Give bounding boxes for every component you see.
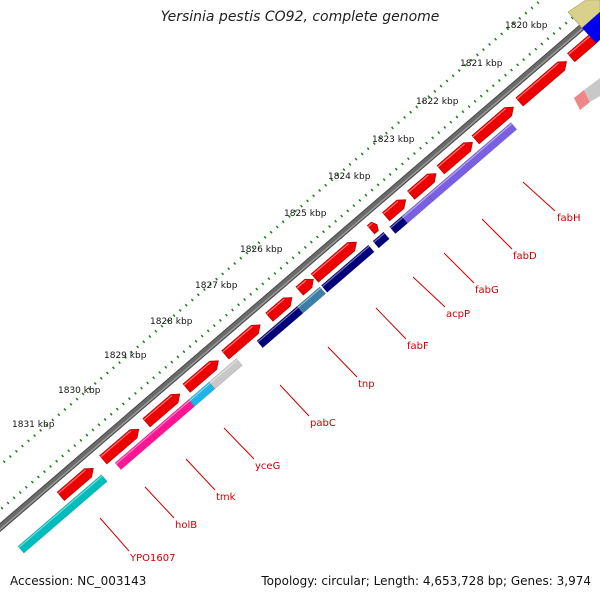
gene-label: tnp [358, 379, 375, 390]
gene-label-leader [522, 181, 556, 212]
forward-gene-shine [408, 174, 429, 193]
cog-category-bar [465, 122, 518, 169]
map-title: Yersinia pestis CO92, complete genome [160, 9, 440, 25]
cog-category-bar [401, 193, 434, 224]
forward-gene-arrow [366, 221, 379, 235]
gene-label: yceG [255, 461, 280, 472]
scale-tick-label: 1825 kbp [284, 209, 327, 219]
gene-label-leader [412, 276, 446, 308]
forward-gene-arrow [142, 393, 181, 428]
inner-tick-line [0, 0, 595, 512]
topology-summary: Topology: circular; Length: 4,653,728 bp… [261, 574, 591, 588]
cog-category-shine [390, 217, 404, 229]
forward-gene-shine [266, 298, 285, 315]
cog-category-bar [372, 231, 390, 249]
gene-label: fabG [475, 285, 499, 296]
cog-category-bar [17, 474, 108, 554]
gene-label-leader [185, 458, 216, 491]
gene-label-leader [279, 384, 310, 417]
forward-gene-shine [296, 279, 307, 289]
cog-category-shine [428, 162, 467, 196]
forward-gene-arrow [182, 360, 219, 393]
forward-gene-shine [367, 222, 373, 228]
cog-category-shine [321, 245, 370, 288]
gene-label-leader [481, 218, 513, 250]
scale-tick-label: 1827 kbp [195, 281, 238, 291]
scale-tick-label: 1829 kbp [104, 351, 147, 361]
forward-gene-shine [100, 430, 132, 458]
gene-label: fabF [407, 341, 429, 352]
gene-label-leader [443, 252, 475, 284]
cog-category-bar [208, 358, 243, 390]
forward-gene-arrow [310, 241, 357, 283]
gene-label-leader [375, 307, 407, 340]
scale-tick-label: 1830 kbp [58, 386, 101, 396]
gene-label: tmk [216, 492, 236, 503]
scale-tick-line [0, 0, 544, 468]
cog-category-shine [373, 232, 385, 243]
gene-label-leader [327, 346, 358, 378]
forward-gene-shine [143, 395, 173, 421]
forward-gene-arrow [265, 297, 293, 322]
cog-category-shine [257, 307, 299, 343]
gene-label: pabC [310, 418, 336, 429]
forward-gene-arrow [56, 468, 94, 501]
scale-tick-label: 1824 kbp [328, 172, 371, 182]
gene-label: holB [175, 520, 197, 531]
forward-gene-shine [222, 326, 253, 353]
forward-gene-shine [568, 33, 593, 56]
cog-category-bar [574, 90, 590, 110]
cog-category-bar [584, 78, 600, 102]
cog-category-shine [115, 432, 153, 465]
forward-gene-arrow [221, 324, 261, 360]
cog-category-shine [300, 287, 322, 306]
scale-tick-label: 1820 kbp [505, 21, 548, 31]
cog-category-bar [567, 0, 600, 29]
forward-gene-shine [516, 62, 560, 100]
cog-category-shine [209, 359, 238, 384]
forward-gene-arrow [515, 61, 567, 107]
forward-gene-shine [472, 108, 506, 138]
gene-label: fabD [513, 251, 537, 262]
forward-gene-shine [383, 200, 399, 215]
cog-category-shine [297, 304, 302, 308]
cog-category-bar [582, 12, 600, 43]
cog-category-shine [151, 400, 190, 434]
scale-tick-label: 1828 kbp [150, 317, 193, 327]
forward-gene-shine [437, 143, 466, 168]
gene-label-leader [99, 517, 130, 552]
cog-category-shine [18, 475, 103, 548]
gene-label: acpP [446, 309, 470, 320]
cog-category-bar [320, 244, 375, 293]
scale-tick-label: 1831 kbp [12, 420, 55, 430]
cog-category-shine [402, 194, 429, 218]
scale-tick-label: 1821 kbp [460, 59, 503, 69]
gene-label: fabH [557, 213, 581, 224]
cog-category-shine [189, 382, 211, 402]
cog-category-bar [299, 286, 327, 311]
gene-label: YPO1607 [129, 553, 175, 564]
scale-tick-label: 1823 kbp [372, 135, 415, 145]
gene-label-leader [223, 427, 255, 460]
forward-gene-shine [183, 361, 212, 386]
scale-tick-label: 1822 kbp [416, 97, 459, 107]
forward-gene-shine [311, 243, 350, 276]
gene-label-leader [144, 486, 175, 519]
accession-text: Accession: NC_003143 [10, 574, 147, 588]
scale-tick-label: 1826 kbp [240, 245, 283, 255]
cog-category-shine [465, 123, 513, 164]
forward-gene-shine [57, 469, 86, 494]
